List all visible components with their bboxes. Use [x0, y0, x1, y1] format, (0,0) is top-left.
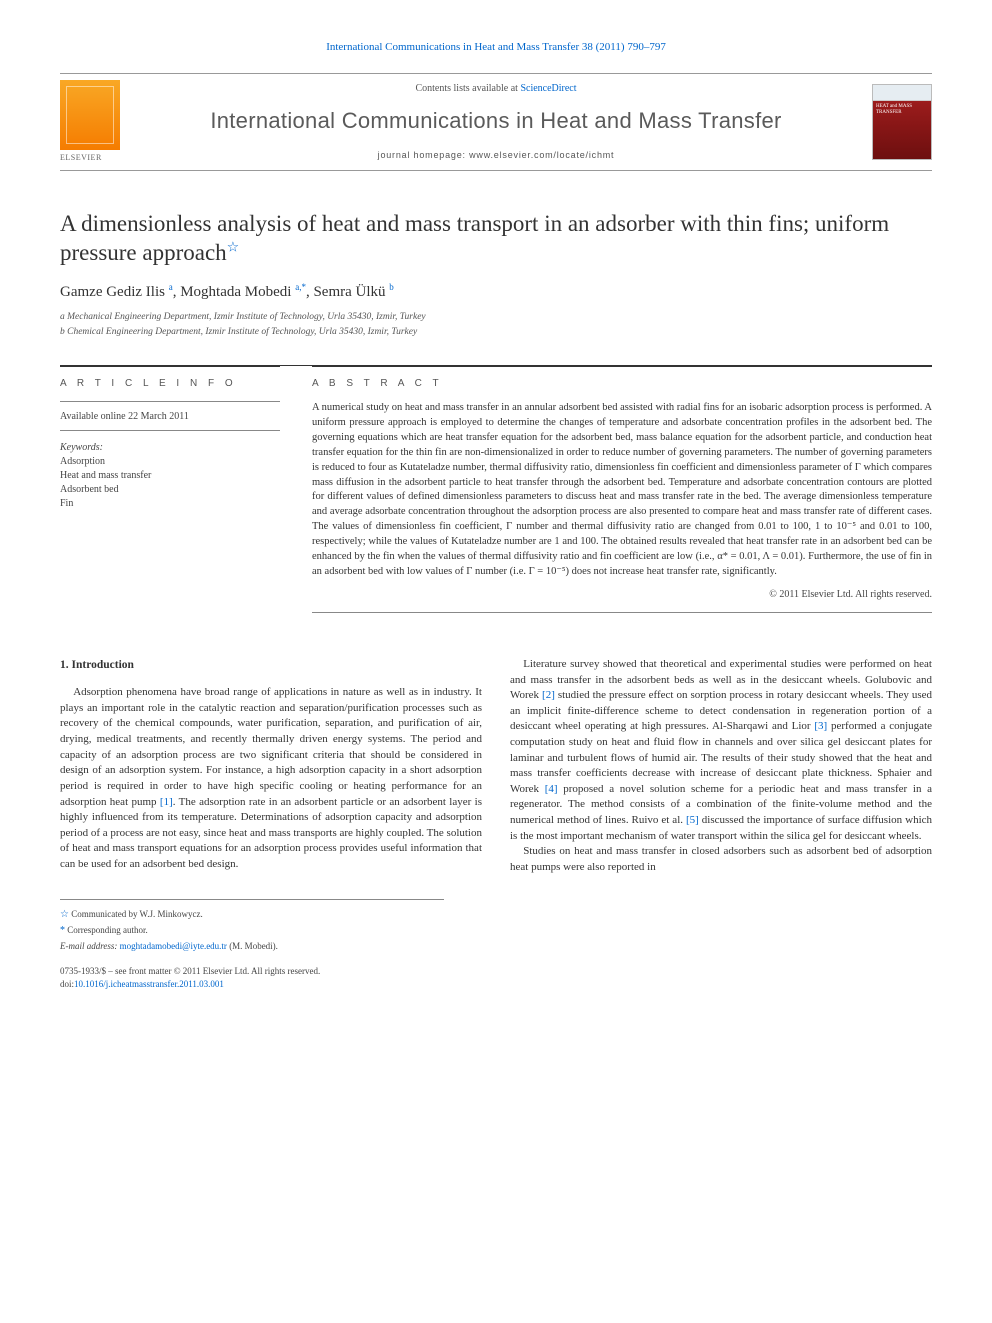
journal-title: International Communications in Heat and…	[136, 106, 856, 137]
abstract-head: A B S T R A C T	[312, 377, 932, 391]
section-1-heading: 1. Introduction	[60, 657, 482, 673]
contents-prefix: Contents lists available at	[415, 83, 520, 94]
publisher-logo-block: ELSEVIER	[60, 80, 120, 163]
sciencedirect-link[interactable]: ScienceDirect	[520, 83, 576, 94]
keyword-3: Adsorbent bed	[60, 483, 280, 497]
homepage-url: www.elsevier.com/locate/ichmt	[469, 150, 614, 160]
doi-prefix: doi:	[60, 979, 74, 989]
masthead-center: Contents lists available at ScienceDirec…	[136, 82, 856, 161]
cover-main: HEAT and MASS TRANSFER	[873, 101, 931, 159]
authors-line: Gamze Gediz Ilis a, Moghtada Mobedi a,*,…	[60, 281, 932, 303]
abstract-bottom-rule	[312, 612, 932, 613]
meta-rule-2	[60, 430, 280, 431]
email-link[interactable]: moghtadamobedi@iyte.edu.tr	[120, 941, 227, 951]
intro-para-1: Adsorption phenomena have broad range of…	[60, 685, 482, 872]
abstract-column: A B S T R A C T A numerical study on hea…	[312, 365, 932, 613]
author-2: Moghtada Mobedi	[180, 284, 291, 300]
elsevier-tree-icon	[60, 80, 120, 150]
intro-para-1a: Adsorption phenomena have broad range of…	[60, 686, 482, 807]
cover-top-strip	[873, 85, 931, 101]
masthead: ELSEVIER Contents lists available at Sci…	[60, 73, 932, 170]
abstract-text: A numerical study on heat and mass trans…	[312, 401, 932, 580]
intro-para-3: Studies on heat and mass transfer in clo…	[510, 844, 932, 875]
cover-text: HEAT and MASS TRANSFER	[876, 104, 928, 115]
journal-cover-thumb: HEAT and MASS TRANSFER	[872, 84, 932, 160]
contents-line: Contents lists available at ScienceDirec…	[136, 82, 856, 96]
keywords-head: Keywords:	[60, 441, 280, 455]
email-label: E-mail address:	[60, 941, 120, 951]
running-header: International Communications in Heat and…	[60, 40, 932, 55]
running-header-link[interactable]: International Communications in Heat and…	[326, 41, 666, 53]
intro-para-2: Literature survey showed that theoretica…	[510, 657, 932, 844]
doi-link[interactable]: 10.1016/j.icheatmasstransfer.2011.03.001	[74, 979, 224, 989]
footnote-corresponding: * Corresponding author.	[60, 924, 444, 938]
abstract-copyright: © 2011 Elsevier Ltd. All rights reserved…	[312, 588, 932, 602]
author-3: Semra Ülkü	[313, 284, 385, 300]
keyword-1: Adsorption	[60, 455, 280, 469]
publisher-logo-label: ELSEVIER	[60, 152, 120, 163]
affiliation-b: b Chemical Engineering Department, Izmir…	[60, 326, 932, 339]
citation-5[interactable]: [5]	[686, 814, 699, 826]
citation-3[interactable]: [3]	[814, 720, 827, 732]
article-title-text: A dimensionless analysis of heat and mas…	[60, 211, 889, 265]
affiliation-a: a Mechanical Engineering Department, Izm…	[60, 311, 932, 324]
citation-1[interactable]: [1]	[160, 796, 173, 808]
body-two-column: 1. Introduction Adsorption phenomena hav…	[60, 657, 932, 876]
meta-abstract-row: A R T I C L E I N F O Available online 2…	[60, 365, 932, 613]
issn-line: 0735-1933/$ – see front matter © 2011 El…	[60, 965, 932, 978]
footnote-star-icon: ☆	[60, 909, 69, 920]
email-tail: (M. Mobedi).	[227, 941, 278, 951]
journal-homepage-line: journal homepage: www.elsevier.com/locat…	[136, 149, 856, 162]
citation-4[interactable]: [4]	[545, 783, 558, 795]
footnote-email: E-mail address: moghtadamobedi@iyte.edu.…	[60, 940, 444, 953]
article-info-head: A R T I C L E I N F O	[60, 377, 280, 391]
homepage-prefix: journal homepage:	[378, 150, 469, 160]
footnote-2-text: Corresponding author.	[65, 925, 148, 935]
footnote-1-text: Communicated by W.J. Minkowycz.	[69, 909, 203, 919]
author-1: Gamze Gediz Ilis	[60, 284, 165, 300]
available-online: Available online 22 March 2011	[60, 410, 280, 424]
author-3-affil-sup: b	[389, 282, 394, 292]
keyword-2: Heat and mass transfer	[60, 469, 280, 483]
author-2-corr-marker: *	[301, 282, 306, 292]
article-title: A dimensionless analysis of heat and mas…	[60, 209, 932, 268]
footnotes: ☆ Communicated by W.J. Minkowycz. * Corr…	[60, 899, 444, 953]
citation-2[interactable]: [2]	[542, 689, 555, 701]
doi-line: doi:10.1016/j.icheatmasstransfer.2011.03…	[60, 978, 932, 991]
keyword-4: Fin	[60, 497, 280, 511]
author-1-affil-sup: a	[169, 282, 173, 292]
meta-rule-1	[60, 401, 280, 402]
footnote-communicated: ☆ Communicated by W.J. Minkowycz.	[60, 908, 444, 922]
publication-info: 0735-1933/$ – see front matter © 2011 El…	[60, 965, 932, 990]
article-info-column: A R T I C L E I N F O Available online 2…	[60, 365, 280, 613]
title-footnote-marker: ☆	[227, 240, 240, 255]
